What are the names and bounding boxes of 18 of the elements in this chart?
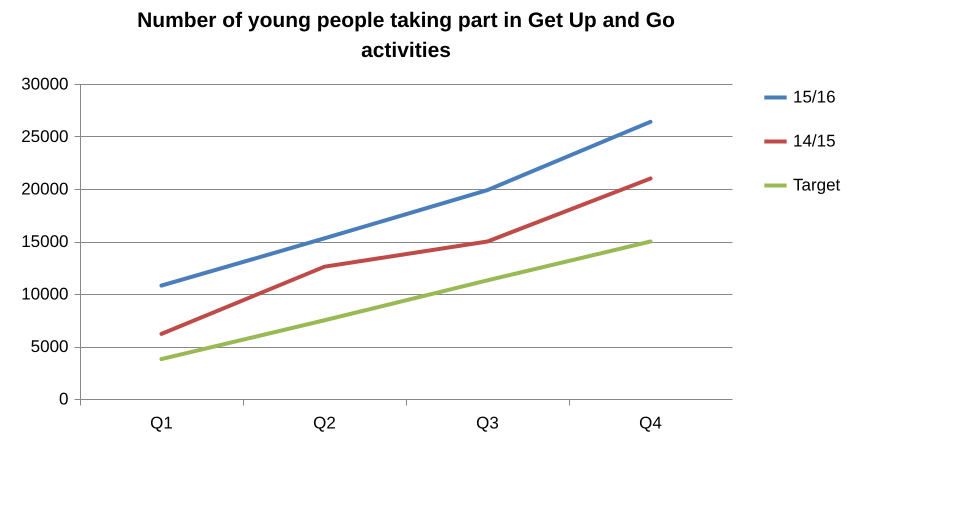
y-tick-label: 0	[59, 390, 68, 408]
x-tick-label: Q1	[150, 414, 173, 432]
y-tick-label: 15000	[21, 232, 68, 251]
x-tick-label: Q4	[639, 414, 662, 432]
x-tick-label: Q2	[313, 414, 336, 432]
x-tick-label: Q3	[476, 414, 499, 432]
line-series	[160, 120, 652, 288]
legend-label: 15/16	[793, 88, 836, 106]
y-tick-label: 30000	[21, 74, 68, 94]
line-series	[160, 240, 652, 362]
legend-label: 14/15	[793, 132, 836, 150]
y-tick-label: 10000	[21, 284, 68, 304]
chart-title: Number of young people taking part in Get Up and Go activities	[137, 9, 675, 62]
y-tick-label: 25000	[21, 127, 68, 146]
legend-label: Target	[793, 176, 841, 194]
y-tick-label: 5000	[30, 337, 68, 356]
y-tick-label: 20000	[21, 180, 68, 198]
line-series	[160, 176, 652, 336]
